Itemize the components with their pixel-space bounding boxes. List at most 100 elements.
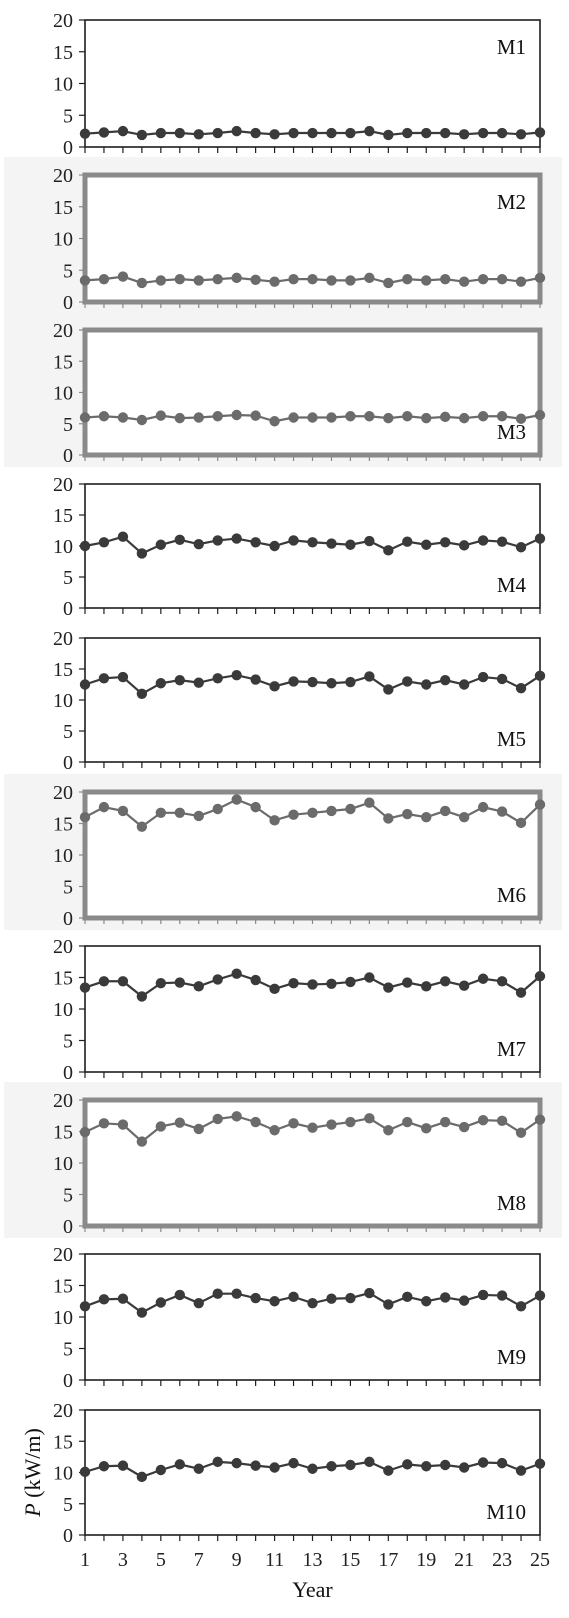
panel-label: M5 <box>497 727 526 751</box>
panel-label: M8 <box>497 1191 526 1215</box>
panel-label: M1 <box>497 35 526 59</box>
y-tick-label: 20 <box>53 165 73 187</box>
data-point <box>496 1290 508 1301</box>
data-point <box>98 801 110 813</box>
y-tick-label: 20 <box>53 1400 73 1422</box>
data-point <box>269 983 280 995</box>
data-point <box>155 127 167 139</box>
data-point <box>136 1136 148 1147</box>
data-point <box>155 977 167 989</box>
data-point <box>269 1462 280 1473</box>
data-point <box>440 273 451 285</box>
data-point <box>136 821 148 832</box>
plot-frame <box>84 945 541 1073</box>
data-point <box>307 1297 318 1309</box>
y-tick-label: 5 <box>63 1031 73 1053</box>
data-point <box>288 1457 299 1469</box>
x-tick-label: 19 <box>416 1549 436 1571</box>
data-point <box>307 807 318 818</box>
data-point <box>98 411 110 422</box>
y-tick-label: 0 <box>63 1370 73 1392</box>
data-point <box>440 537 451 548</box>
y-tick-label: 10 <box>53 536 73 558</box>
data-point <box>402 808 413 820</box>
data-point <box>364 1113 375 1124</box>
data-point <box>231 272 242 284</box>
data-point <box>231 533 242 544</box>
data-point <box>117 671 129 683</box>
data-point <box>345 1292 356 1304</box>
data-point <box>345 539 356 550</box>
data-point <box>534 1458 546 1469</box>
data-point <box>496 273 508 285</box>
data-point <box>364 272 375 284</box>
data-point <box>421 412 432 424</box>
data-point <box>440 976 451 987</box>
data-point <box>174 674 185 686</box>
data-point <box>288 412 299 423</box>
data-point <box>288 977 299 989</box>
plot-frame <box>84 637 541 763</box>
y-tick-label: 5 <box>63 877 73 899</box>
data-point <box>458 412 470 424</box>
data-point <box>326 412 337 423</box>
data-point <box>458 1121 470 1133</box>
x-axis-label: Year <box>292 1577 333 1602</box>
data-point <box>288 676 299 687</box>
y-tick-label: 20 <box>53 320 73 342</box>
data-point <box>383 1299 394 1310</box>
y-tick-label: 0 <box>63 1525 73 1547</box>
data-point <box>345 411 356 422</box>
data-point <box>212 1113 223 1125</box>
data-point <box>231 1457 242 1469</box>
data-point <box>155 275 167 286</box>
data-point <box>212 803 223 815</box>
data-point <box>421 981 432 992</box>
data-point <box>79 275 91 286</box>
data-point <box>117 531 129 542</box>
x-tick-label: 11 <box>265 1549 284 1571</box>
data-point <box>458 679 470 690</box>
y-axis-label-unit: (kW/m) <box>20 1428 45 1503</box>
data-point <box>117 125 129 137</box>
data-point <box>364 972 375 983</box>
data-point <box>345 803 356 815</box>
data-point <box>212 535 223 546</box>
y-tick-label: 15 <box>53 197 73 219</box>
data-point <box>440 1292 451 1303</box>
data-point <box>477 671 489 683</box>
data-point <box>250 1292 261 1304</box>
data-point <box>250 801 261 813</box>
data-point <box>155 807 167 818</box>
data-point <box>364 1456 375 1468</box>
data-point <box>174 1289 185 1301</box>
data-point <box>79 982 91 993</box>
data-point <box>515 276 527 287</box>
data-point <box>534 971 546 982</box>
y-tick-label: 20 <box>53 936 73 958</box>
data-point <box>496 1115 508 1126</box>
data-point <box>79 1466 91 1478</box>
data-point <box>288 127 299 139</box>
y-tick-label: 10 <box>53 1463 73 1485</box>
data-point <box>496 1457 508 1469</box>
data-point <box>440 674 451 686</box>
data-point <box>231 670 242 681</box>
data-point <box>250 274 261 285</box>
data-point <box>345 976 356 988</box>
x-tick-label: 25 <box>530 1549 550 1571</box>
data-point <box>136 414 148 426</box>
data-point <box>402 411 413 422</box>
data-point <box>515 542 527 553</box>
data-point <box>136 1471 148 1483</box>
data-point <box>193 129 204 140</box>
data-point <box>174 1117 185 1128</box>
y-tick-label: 15 <box>53 814 73 836</box>
x-tick-label: 9 <box>232 1549 242 1571</box>
data-point <box>440 1116 451 1128</box>
data-point <box>193 677 204 688</box>
data-point <box>136 1307 148 1318</box>
data-point <box>421 679 432 690</box>
data-point <box>345 1116 356 1128</box>
data-point <box>193 538 204 550</box>
